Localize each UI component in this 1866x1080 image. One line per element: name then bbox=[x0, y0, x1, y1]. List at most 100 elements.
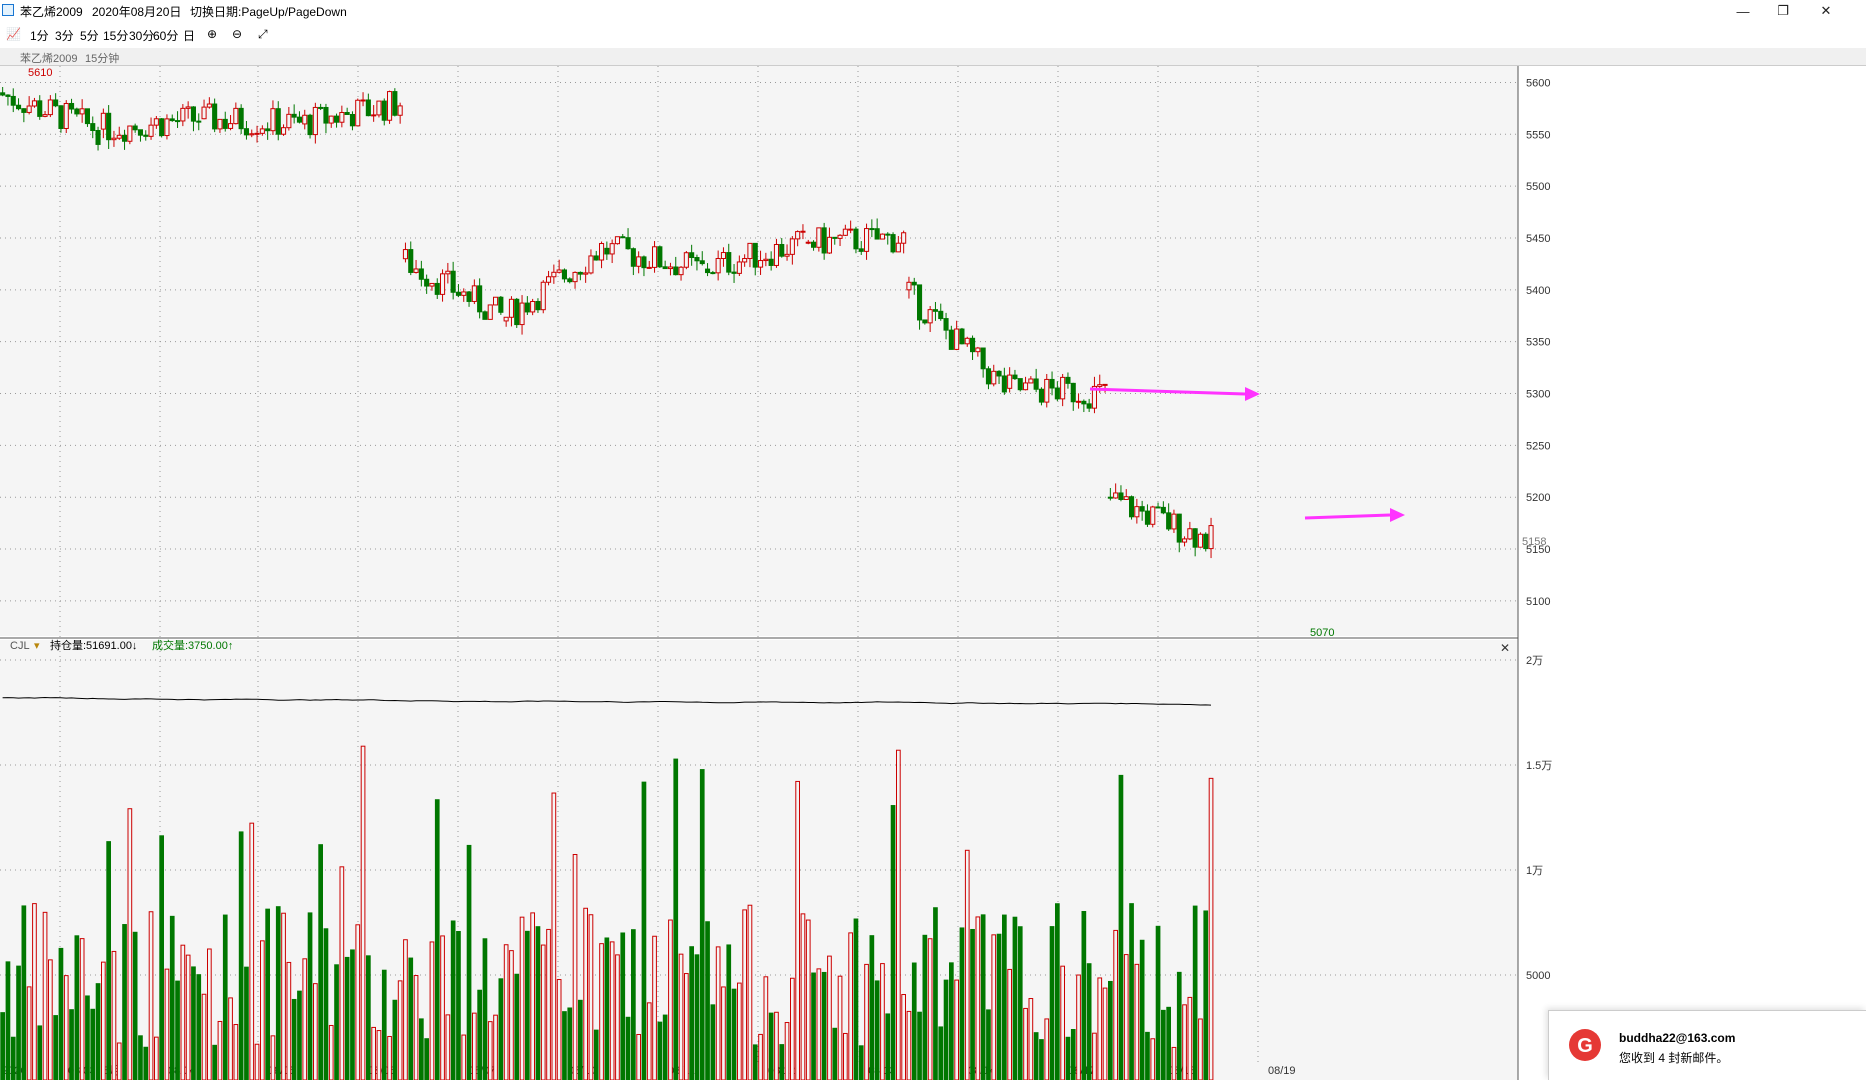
reset-zoom-icon[interactable]: ⤢ bbox=[258, 27, 268, 41]
candle-body bbox=[402, 249, 408, 260]
line-chart-icon[interactable]: 📈 bbox=[6, 27, 21, 41]
volume-bar bbox=[1161, 1009, 1166, 1080]
period-60min[interactable]: 60分 bbox=[153, 29, 179, 43]
candle-body bbox=[349, 113, 355, 127]
volume-bar bbox=[291, 998, 297, 1080]
volume-bar bbox=[858, 1045, 864, 1080]
candle-body bbox=[821, 227, 827, 254]
candle-body bbox=[238, 107, 244, 130]
candle-body bbox=[758, 260, 764, 268]
volume-bar bbox=[191, 966, 196, 1080]
volume-bar bbox=[546, 928, 551, 1080]
volume-bar bbox=[127, 808, 133, 1080]
volume-bar bbox=[710, 1004, 716, 1080]
volume-bar bbox=[885, 1013, 891, 1080]
candle-body bbox=[556, 269, 562, 273]
candle-body bbox=[742, 258, 748, 263]
volume-bar bbox=[116, 1042, 122, 1080]
candle-body bbox=[1091, 385, 1098, 409]
volume-bar bbox=[530, 912, 535, 1080]
volume-bar bbox=[1182, 1004, 1187, 1080]
candle-body bbox=[1049, 378, 1055, 389]
candle-body bbox=[387, 91, 393, 121]
volume-bar bbox=[207, 948, 212, 1080]
candle-body bbox=[927, 309, 933, 324]
candle-body bbox=[344, 111, 350, 115]
volume-bar bbox=[816, 968, 822, 1080]
volume-bar bbox=[366, 955, 371, 1080]
price-tick-label: 5200 bbox=[1526, 492, 1550, 504]
volume-bar bbox=[1065, 1036, 1071, 1080]
volume-bar bbox=[970, 928, 975, 1080]
candle-body bbox=[567, 278, 573, 283]
restore-button[interactable]: ❐ bbox=[1777, 3, 1789, 18]
mail-notification[interactable]: G buddha22@163.com 您收到 4 封新邮件。 bbox=[1548, 1010, 1866, 1080]
candle-body bbox=[137, 129, 143, 136]
candle-body bbox=[546, 276, 552, 283]
volume-bar bbox=[832, 1027, 838, 1080]
volume-bar bbox=[106, 841, 112, 1080]
candle-body bbox=[1081, 400, 1087, 405]
candle-body bbox=[95, 130, 101, 145]
period-day[interactable]: 日 bbox=[183, 29, 196, 43]
volume-bar bbox=[662, 1014, 668, 1080]
kline-chart[interactable]: 5600 5550 5500 5450 5400 5350 5300 5250 5200 5150… bbox=[0, 66, 1866, 1080]
candle-body bbox=[620, 236, 626, 239]
candle-body bbox=[122, 134, 128, 142]
volume-bar bbox=[583, 907, 588, 1080]
candle-body bbox=[487, 304, 493, 320]
close-panel-icon[interactable]: ✕ bbox=[1500, 641, 1510, 655]
volume-bar bbox=[1134, 963, 1140, 1080]
period-3min[interactable]: 3分 bbox=[55, 29, 74, 43]
period-30min[interactable]: 30分 bbox=[129, 29, 155, 43]
volume-bar bbox=[673, 758, 679, 1080]
candle-body bbox=[21, 108, 27, 113]
volume-bar bbox=[1123, 954, 1129, 1080]
candle-body bbox=[789, 238, 795, 255]
open-interest-label: 持仓量:51691.00↓ bbox=[50, 638, 137, 652]
volume-bar bbox=[1208, 777, 1214, 1080]
price-tick-label: 5150 bbox=[1526, 544, 1550, 556]
candle-body bbox=[1150, 506, 1156, 525]
volume-bar bbox=[514, 973, 520, 1080]
candle-body bbox=[84, 108, 91, 125]
candle-body bbox=[816, 227, 822, 248]
zoom-out-icon[interactable]: ⊖ bbox=[232, 27, 243, 41]
volume-bar bbox=[657, 1021, 663, 1080]
volume-bar bbox=[763, 976, 769, 1080]
candle-body bbox=[392, 91, 398, 116]
candle-body bbox=[848, 228, 854, 231]
minimize-button[interactable]: — bbox=[1736, 3, 1750, 19]
candle-body bbox=[763, 258, 769, 262]
zoom-in-icon[interactable]: ⊕ bbox=[207, 27, 218, 41]
candle-body bbox=[980, 347, 986, 370]
title-bar: 苯乙烯2009 2020年08月20日 切换日期:PageUp/PageDown… bbox=[0, 0, 1866, 22]
volume-bar bbox=[1166, 1006, 1172, 1080]
volume-bar bbox=[445, 1014, 451, 1080]
period-1min[interactable]: 1分 bbox=[30, 29, 49, 43]
indicator-dropdown-icon[interactable]: ▾ bbox=[34, 640, 40, 652]
candle-body bbox=[747, 242, 753, 260]
volume-bar bbox=[588, 914, 594, 1080]
volume-bar bbox=[843, 1032, 848, 1080]
candle-body bbox=[535, 300, 541, 311]
volume-bar bbox=[63, 975, 69, 1080]
candle-body bbox=[307, 114, 313, 136]
volume-bar bbox=[37, 1025, 43, 1080]
candle-body bbox=[413, 268, 419, 273]
candle-body bbox=[1017, 378, 1023, 391]
candle-body bbox=[127, 125, 133, 142]
volume-bar bbox=[1145, 1031, 1150, 1080]
period-15min[interactable]: 15分 bbox=[103, 29, 129, 43]
candle-body bbox=[1139, 506, 1145, 512]
candle-body bbox=[461, 291, 467, 296]
candle-body bbox=[673, 266, 679, 276]
close-button[interactable]: ✕ bbox=[1820, 3, 1832, 18]
candle-body bbox=[418, 268, 424, 280]
candle-body bbox=[1065, 376, 1071, 384]
price-axis: 5600 5550 5500 5450 5400 5350 5300 5250 5200 5150… bbox=[1526, 77, 1550, 607]
volume-bar bbox=[424, 1038, 429, 1080]
volume-bar bbox=[519, 916, 525, 1080]
volume-bar bbox=[175, 980, 180, 1080]
period-5min[interactable]: 5分 bbox=[80, 29, 99, 43]
